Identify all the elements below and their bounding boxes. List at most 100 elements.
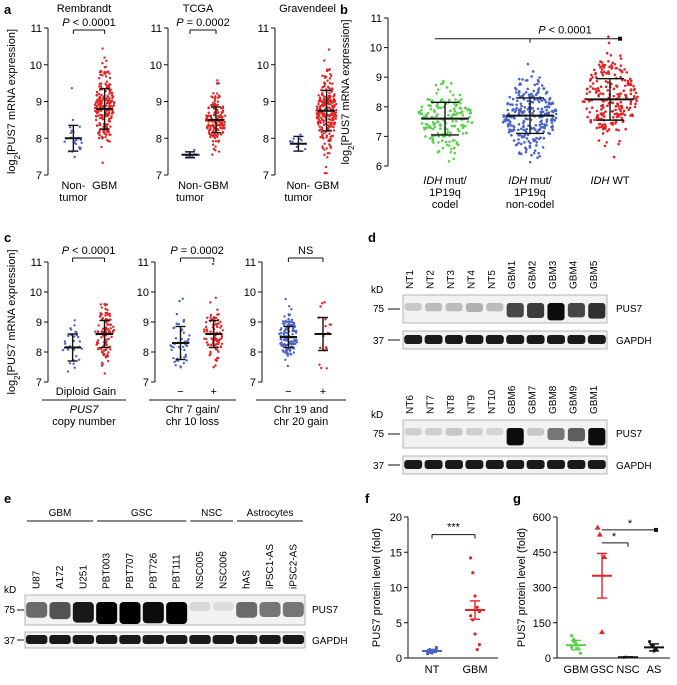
- data-point: [97, 102, 100, 105]
- data-point: [318, 113, 321, 117]
- data-point: [325, 367, 329, 370]
- data-point: [212, 134, 216, 138]
- data-point: [586, 115, 589, 119]
- data-point: [514, 108, 518, 112]
- data-point: [445, 86, 449, 89]
- data-point: [72, 335, 76, 338]
- data-point: [596, 87, 600, 90]
- data-point: [511, 103, 514, 106]
- data-point: [508, 120, 512, 124]
- data-point: [521, 111, 524, 115]
- data-point: [594, 72, 597, 76]
- data-point: [323, 142, 326, 145]
- data-point: [611, 101, 615, 105]
- data-point: [597, 89, 601, 92]
- data-point: [518, 109, 521, 113]
- x-axis-label: Chr 7 gain/: [166, 404, 221, 416]
- data-point: [335, 108, 338, 112]
- data-point: [206, 126, 209, 129]
- data-point: [108, 72, 111, 75]
- data-point: [323, 148, 326, 151]
- pus7-band: [506, 428, 524, 446]
- y-tick-label: 10: [257, 60, 269, 72]
- data-point: [330, 113, 333, 116]
- data-point: [105, 343, 108, 347]
- data-point: [426, 123, 429, 126]
- x-tick-label: NSC: [616, 664, 639, 676]
- data-point: [100, 306, 103, 309]
- data-point: [550, 121, 554, 124]
- data-point: [321, 74, 324, 77]
- x-tick-label: Non-: [286, 180, 310, 192]
- data-point: [547, 102, 551, 106]
- data-point: [322, 123, 326, 127]
- data-point: [614, 108, 617, 112]
- data-point: [325, 134, 328, 137]
- y-tick-label: 10: [30, 60, 42, 72]
- data-point: [599, 85, 603, 89]
- data-point: [174, 337, 178, 340]
- data-point: [429, 104, 432, 108]
- data-point: [217, 338, 220, 342]
- data-point: [473, 594, 477, 598]
- data-point: [448, 140, 451, 144]
- gapdh-band: [445, 335, 463, 344]
- y-tick-label: 11: [31, 23, 42, 35]
- data-point: [648, 639, 652, 644]
- data-point: [109, 125, 112, 128]
- data-point: [601, 92, 605, 96]
- lane-label: GBM3: [548, 260, 559, 289]
- data-point: [436, 150, 440, 154]
- data-point: [282, 323, 286, 327]
- data-point: [632, 84, 635, 88]
- data-point: [104, 135, 107, 139]
- y-tick-label: 0: [396, 653, 402, 665]
- pus7-band: [425, 303, 443, 312]
- data-point: [328, 68, 331, 71]
- x-tick-label: +: [211, 386, 217, 398]
- lane-label: GBM2: [528, 260, 539, 289]
- lane-label: NT8: [446, 395, 457, 414]
- pus7-band: [189, 602, 211, 612]
- x-tick-label: GBM: [92, 180, 117, 192]
- data-point: [442, 79, 445, 83]
- data-point: [103, 372, 106, 375]
- data-point: [446, 128, 449, 131]
- data-point: [420, 108, 423, 112]
- data-point: [221, 122, 224, 126]
- data-point: [626, 79, 630, 83]
- y-axis-label: log2[PUS7 mRNA expression]: [6, 29, 22, 174]
- data-point: [105, 321, 108, 324]
- data-point: [617, 104, 620, 108]
- gapdh-band: [212, 635, 235, 644]
- data-point: [72, 348, 76, 351]
- data-point: [104, 307, 107, 311]
- data-point: [289, 320, 293, 324]
- data-point: [105, 104, 108, 107]
- data-point: [327, 48, 331, 51]
- data-point: [533, 98, 536, 101]
- data-point: [215, 340, 219, 343]
- data-point: [526, 99, 530, 103]
- x-tick-label: IDH mut/: [423, 175, 467, 187]
- data-point: [212, 124, 216, 128]
- data-point: [318, 96, 322, 99]
- data-point: [67, 334, 70, 338]
- y-axis-label: log2[PUS7 mRNA expression]: [340, 19, 356, 164]
- subplot-title: TCGA: [183, 3, 214, 15]
- data-point: [418, 111, 422, 114]
- data-point: [461, 113, 465, 117]
- data-point: [213, 102, 217, 105]
- x-tick-label: GBM: [203, 180, 228, 192]
- data-point: [321, 145, 324, 148]
- data-point: [112, 102, 116, 105]
- data-point: [518, 152, 521, 155]
- y-tick-label: 8: [263, 133, 269, 145]
- data-point: [448, 109, 452, 113]
- data-point: [294, 342, 297, 345]
- data-point: [451, 93, 455, 97]
- data-point: [620, 69, 623, 73]
- data-point: [435, 114, 438, 118]
- data-point: [512, 124, 515, 128]
- data-point: [69, 328, 73, 331]
